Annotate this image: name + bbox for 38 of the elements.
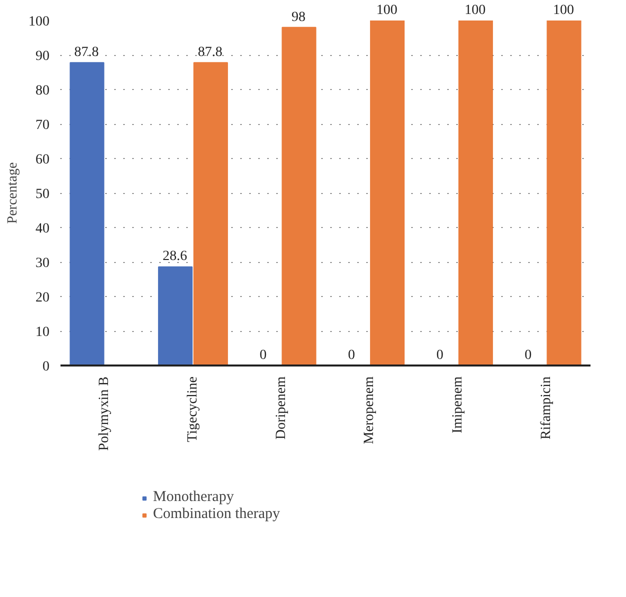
data-label: 98: [292, 10, 306, 26]
x-tick-label: Meropenem: [362, 376, 378, 444]
data-label: 0: [348, 348, 355, 364]
bar: [282, 26, 316, 366]
y-tick-label: 40: [36, 222, 50, 236]
data-label: 28.6: [162, 249, 188, 266]
y-tick-label: 90: [36, 49, 50, 64]
bar: [158, 266, 193, 366]
x-tick-label: Doripenem: [274, 376, 289, 440]
data-label: 0: [260, 348, 267, 364]
data-label: 0: [524, 348, 532, 364]
y-tick-label: 70: [36, 118, 50, 133]
y-tick-label: 80: [36, 84, 50, 98]
x-tick-label: Imipenem: [450, 376, 466, 434]
x-tick-label: Rifampicin: [538, 376, 554, 440]
bar: [70, 62, 104, 366]
bar: [193, 62, 228, 366]
y-tick-label: 0: [42, 360, 50, 374]
y-axis-title: Percentage: [6, 162, 20, 224]
y-tick-label: 50: [36, 187, 50, 202]
y-tick-label: 30: [36, 256, 50, 271]
y-tick-label: 20: [36, 290, 50, 306]
bar: [458, 20, 493, 366]
bar: [370, 20, 405, 366]
data-label: 100: [553, 3, 574, 19]
legend-label: Monotherapy: [153, 489, 234, 506]
data-label: 100: [376, 3, 398, 19]
data-label: 0: [436, 348, 444, 364]
bar: [546, 20, 582, 366]
data-label: 87.8: [74, 45, 99, 62]
y-tick-label: 60: [36, 152, 50, 168]
x-tick-label: Tigecycline: [186, 376, 200, 442]
data-label: 100: [464, 3, 486, 19]
data-label: 87.8: [198, 45, 222, 62]
y-tick-label: 10: [36, 325, 50, 340]
legend-label: Combination therapy: [153, 506, 280, 523]
x-tick-label: Polymyxin B: [97, 376, 112, 451]
y-tick-label: 100: [28, 14, 50, 30]
